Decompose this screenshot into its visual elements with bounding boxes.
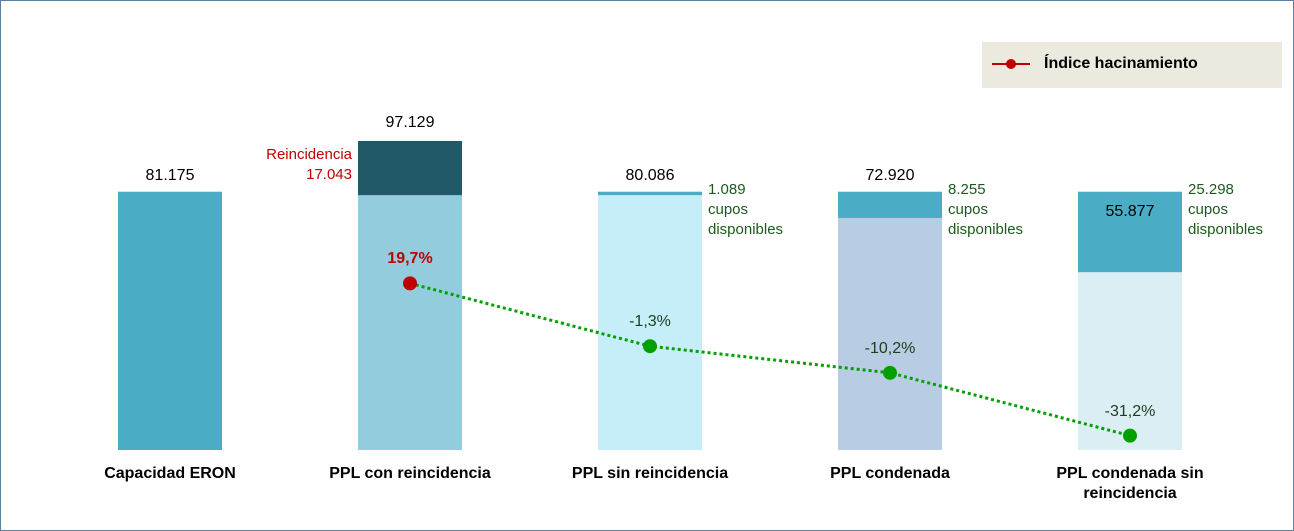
segment-value-label: 8.255: [948, 180, 986, 198]
line-point: [403, 276, 417, 291]
segment-name: cupos disponibles: [1188, 200, 1264, 238]
bar: [358, 195, 462, 450]
line-value-label: -31,2%: [1104, 402, 1156, 420]
bar: [1078, 272, 1182, 450]
bar: [118, 191, 222, 450]
segment-name: Reincidencia: [266, 145, 352, 163]
line-value-label: -10,2%: [864, 339, 916, 357]
bar-segment: [598, 191, 702, 196]
x-tick-label: PPL sin reincidencia: [571, 465, 729, 482]
x-tick-label: PPL condenada sin reincidencia: [1056, 465, 1204, 502]
legend-swatch: [992, 59, 1030, 69]
x-tick-label: PPL condenada: [830, 465, 950, 482]
segment-label: 25.298 cupos disponibles: [1188, 180, 1283, 240]
segment-name: cupos disponibles: [708, 200, 784, 238]
legend-label: Índice hacinamiento: [1044, 55, 1198, 72]
line-point: [1123, 428, 1137, 443]
bar-segment: [838, 191, 942, 218]
value-label: 72.920: [865, 166, 915, 184]
line-value-label: 19,7%: [387, 250, 433, 268]
x-tick-label: Capacidad ERON: [104, 465, 236, 482]
segment-label: 1.089 cupos disponibles: [708, 180, 803, 240]
value-label: 80.086: [625, 166, 675, 184]
legend: Índice hacinamiento: [982, 42, 1282, 88]
x-tick-label: PPL con reincidencia: [329, 465, 491, 482]
line: [409, 281, 1131, 438]
value-label: 81.175: [145, 166, 195, 184]
bar: [838, 217, 942, 450]
bar-segment: [1078, 191, 1182, 273]
segment-value-label: 17.043: [306, 165, 352, 183]
segment-value-label: 25.298: [1188, 180, 1234, 198]
segment-value-label: 1.089: [708, 180, 746, 198]
segment-name: cupos disponibles: [948, 200, 1024, 238]
line-value-label: -1,3%: [629, 313, 671, 331]
segment-label: Reincidencia 17.043: [266, 145, 352, 185]
total-label: 97.129: [385, 113, 435, 131]
bar-segment: [358, 140, 462, 196]
line-point: [643, 339, 657, 354]
bar: [598, 195, 702, 450]
line-point: [883, 365, 897, 380]
segment-label: 8.255 cupos disponibles: [948, 180, 1043, 240]
value-label: 55.877: [1105, 202, 1155, 220]
